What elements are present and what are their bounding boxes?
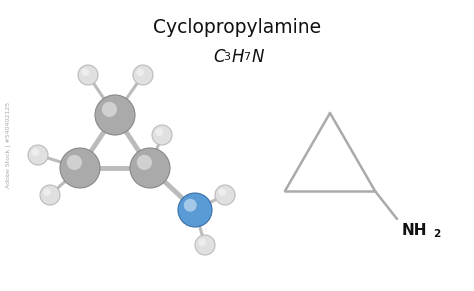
Text: Cyclopropylamine: Cyclopropylamine bbox=[153, 18, 321, 37]
Circle shape bbox=[215, 185, 235, 205]
Text: 2: 2 bbox=[433, 229, 440, 239]
Circle shape bbox=[130, 148, 170, 188]
Circle shape bbox=[195, 235, 215, 255]
Circle shape bbox=[78, 65, 98, 85]
Circle shape bbox=[199, 238, 206, 246]
Text: 3: 3 bbox=[223, 52, 230, 62]
Text: C: C bbox=[213, 48, 225, 66]
Circle shape bbox=[219, 188, 226, 196]
Circle shape bbox=[178, 193, 212, 227]
Circle shape bbox=[60, 148, 100, 188]
Text: Adobe Stock | #540402125: Adobe Stock | #540402125 bbox=[5, 102, 11, 188]
Circle shape bbox=[28, 145, 48, 165]
Circle shape bbox=[67, 155, 82, 170]
Circle shape bbox=[137, 68, 144, 76]
Circle shape bbox=[44, 188, 51, 196]
Text: NH: NH bbox=[402, 223, 428, 238]
Circle shape bbox=[82, 68, 89, 76]
Circle shape bbox=[137, 155, 152, 170]
Circle shape bbox=[31, 148, 39, 156]
Text: H: H bbox=[232, 48, 245, 66]
Circle shape bbox=[155, 128, 163, 136]
Circle shape bbox=[133, 65, 153, 85]
Circle shape bbox=[102, 102, 117, 117]
Circle shape bbox=[152, 125, 172, 145]
Circle shape bbox=[95, 95, 135, 135]
Circle shape bbox=[40, 185, 60, 205]
Text: N: N bbox=[252, 48, 264, 66]
Text: 7: 7 bbox=[243, 52, 250, 62]
Circle shape bbox=[184, 199, 197, 212]
